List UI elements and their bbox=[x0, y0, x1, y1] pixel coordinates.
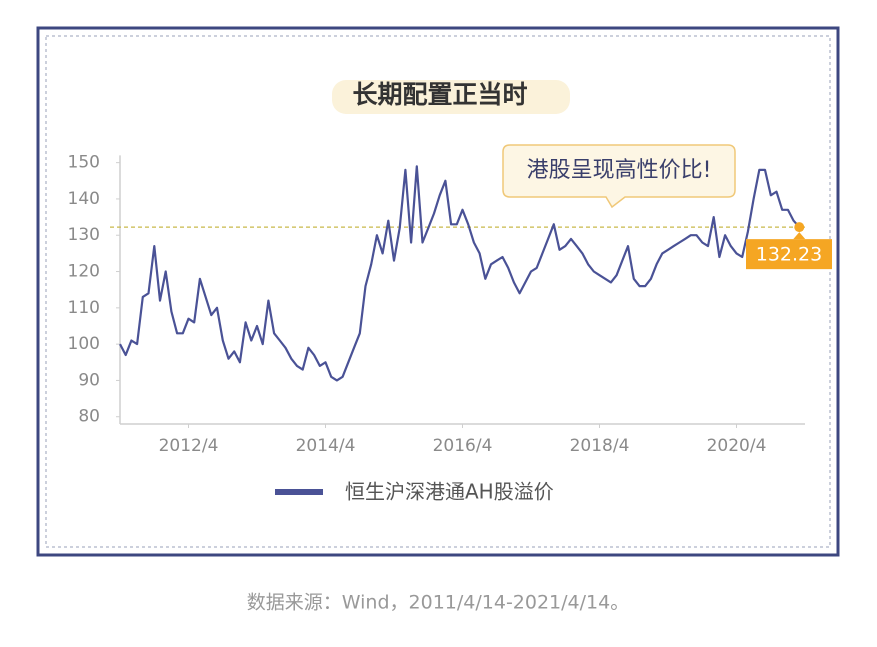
value-label-pointer bbox=[793, 232, 806, 240]
value-label-box bbox=[746, 239, 832, 270]
y-tick-label: 120 bbox=[68, 262, 100, 282]
x-tick-label: 2018/4 bbox=[570, 436, 630, 456]
title-highlight bbox=[332, 80, 570, 114]
annotation-bubble bbox=[502, 144, 736, 209]
frame bbox=[36, 26, 840, 557]
value-label: 132.23 bbox=[756, 244, 822, 266]
y-tick-label: 140 bbox=[68, 189, 100, 209]
y-tick-label: 130 bbox=[68, 225, 100, 245]
last-point bbox=[794, 222, 805, 233]
chart-title: 长期配置正当时 bbox=[352, 80, 527, 109]
x-tick-label: 2012/4 bbox=[159, 436, 219, 456]
x-tick-label: 2014/4 bbox=[296, 436, 356, 456]
x-tick-label: 2016/4 bbox=[433, 436, 493, 456]
source-note: 数据来源：Wind，2011/4/14-2021/4/14。 bbox=[247, 592, 629, 614]
y-tick-label: 150 bbox=[68, 153, 100, 173]
inner-frame bbox=[45, 35, 831, 548]
series-line bbox=[119, 165, 801, 382]
y-tick-label: 100 bbox=[68, 334, 100, 354]
annotation: 港股呈现高性价比! bbox=[527, 158, 712, 183]
legend-label: 恒生沪深港通AH股溢价 bbox=[345, 480, 554, 504]
y-tick-label: 90 bbox=[78, 370, 100, 390]
x-tick-label: 2020/4 bbox=[707, 436, 767, 456]
y-tick-label: 80 bbox=[78, 407, 100, 427]
y-tick-label: 110 bbox=[68, 298, 100, 318]
